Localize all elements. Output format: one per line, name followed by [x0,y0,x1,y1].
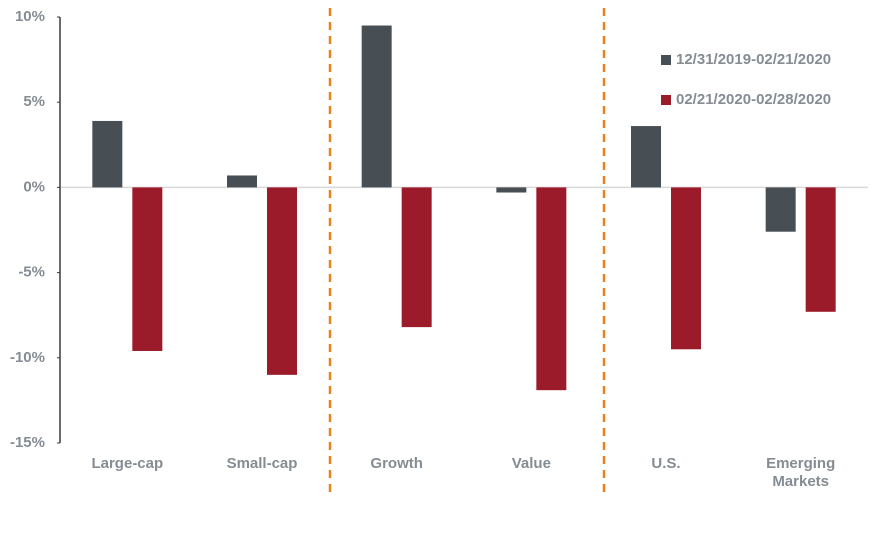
bar [92,120,123,188]
x-tick-label: Emerging Markets [766,455,835,490]
x-tick-label-line: Emerging [766,455,835,472]
x-tick-label-line: Markets [772,473,829,490]
x-tick-label: U.S. [651,455,680,472]
bar [536,187,567,391]
x-tick-label: Growth [370,455,423,472]
legend-label: 12/31/2019-02/21/2020 [676,51,831,68]
bar [361,25,392,188]
bar [496,187,527,193]
y-tick-label: 0% [23,178,45,195]
legend-swatch [661,55,671,65]
y-tick-label: -15% [10,434,45,451]
y-tick-label: 10% [15,8,45,25]
bar [132,187,163,351]
bar [227,175,257,188]
bar [631,126,661,188]
bar [805,187,836,312]
bar [671,187,701,350]
y-tick-label: -5% [18,264,45,281]
x-tick-label: Value [512,455,551,472]
y-tick-label: -10% [10,349,45,366]
bar [401,187,432,328]
x-tick-label: Small-cap [227,455,298,472]
bar [765,187,796,232]
x-tick-label: Large-cap [91,455,163,472]
y-tick-label: 5% [23,93,45,110]
bar [267,187,297,375]
legend-swatch [661,95,671,105]
legend-label: 02/21/2020-02/28/2020 [676,91,831,108]
